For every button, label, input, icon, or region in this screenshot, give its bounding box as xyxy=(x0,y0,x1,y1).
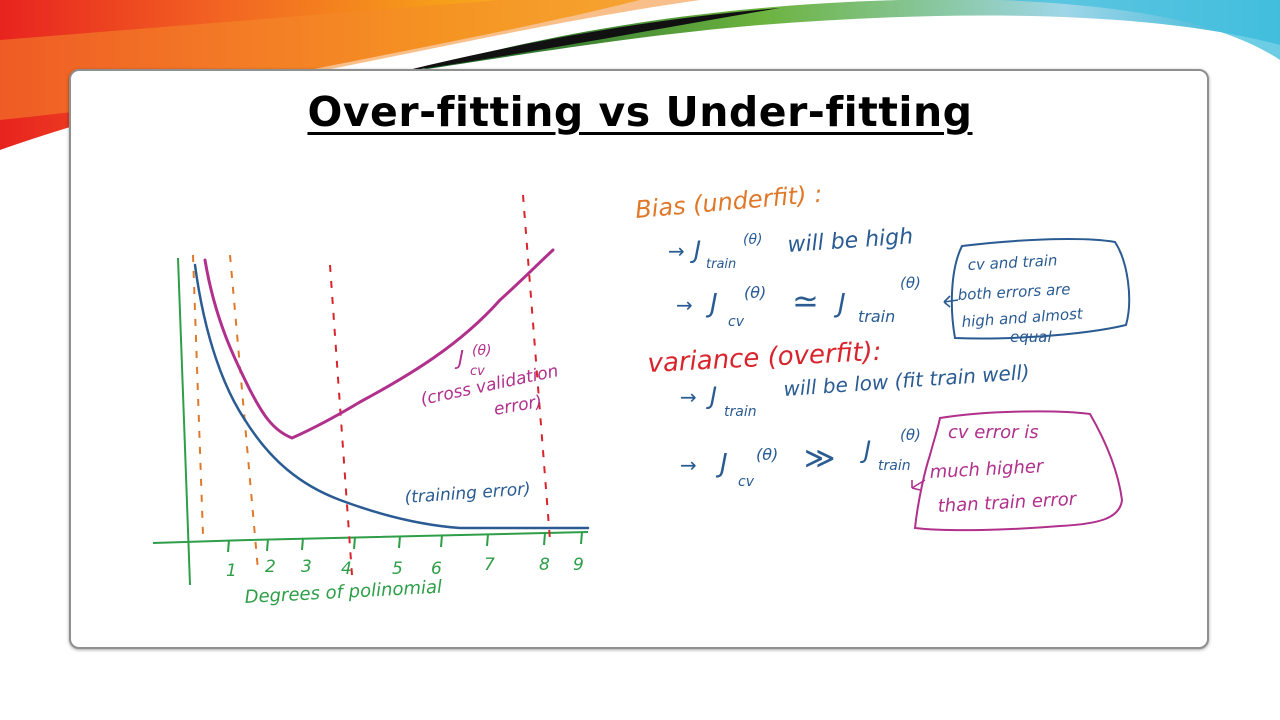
x-tick-label: 7 xyxy=(484,555,495,575)
x-tick-label: 9 xyxy=(573,555,584,575)
variance-line-2: → J cv (θ) ≫ J train (θ) xyxy=(680,426,921,490)
arrow-icon: → xyxy=(676,293,693,317)
much-greater-icon: ≫ xyxy=(804,441,835,476)
x-tick-label: 3 xyxy=(301,557,312,577)
x-tick-label: 6 xyxy=(431,559,442,579)
cv-label-sub: cv xyxy=(470,364,485,379)
variance-note-text: cv error is much higher than train error xyxy=(929,422,1078,517)
var-line2-j: J xyxy=(715,449,728,479)
cv-label-theta: (θ) xyxy=(472,343,492,359)
arrow-icon: → xyxy=(680,385,697,409)
var-line1-sub: train xyxy=(724,404,757,420)
training-error-curve xyxy=(193,263,590,530)
x-axis xyxy=(152,531,589,544)
arrow-icon: → xyxy=(680,453,697,477)
cv-label-desc: error) xyxy=(492,392,543,420)
content-card xyxy=(69,69,1209,649)
underfit-guide-2 xyxy=(229,254,259,571)
graph: 1 2 3 4 5 6 7 8 9 Degrees of polinomial xyxy=(152,194,590,608)
cv-error-curve xyxy=(203,248,555,440)
variance-note-line: cv error is xyxy=(948,422,1039,443)
var-line2-theta: (θ) xyxy=(756,445,778,464)
x-tick-label: 2 xyxy=(265,557,276,577)
cv-label-j: J xyxy=(454,346,464,370)
x-axis-label: Degrees of polinomial xyxy=(244,577,442,608)
var-line2-sub2: train xyxy=(878,458,911,474)
bias-heading: Bias (underfit) : xyxy=(634,180,823,224)
bias-line2-theta2: (θ) xyxy=(900,274,921,292)
bias-line1-text: will be high xyxy=(787,224,914,258)
bias-line2-j2: J xyxy=(833,289,846,319)
variance-note-line: much higher xyxy=(929,456,1045,483)
bias-note-line: equal xyxy=(1010,328,1052,346)
var-line2-theta2: (θ) xyxy=(900,426,921,444)
bias-line1-sub: train xyxy=(706,257,736,272)
notes: Bias (underfit) : → J train (θ) will be … xyxy=(634,180,1131,532)
arrow-icon: → xyxy=(668,239,685,263)
approx-icon: ≃ xyxy=(792,282,819,320)
variance-note-line: than train error xyxy=(937,489,1078,517)
optimal-guide xyxy=(329,264,353,576)
x-tick-label: 8 xyxy=(539,555,550,575)
variance-note-box xyxy=(913,410,1124,532)
pointer-arrow-icon xyxy=(911,479,926,491)
x-tick-label: 1 xyxy=(226,561,237,581)
dashed-guides xyxy=(192,194,551,576)
bias-line2-sub2: train xyxy=(858,307,895,326)
bias-line2-j: J xyxy=(705,289,718,319)
var-line2-sub: cv xyxy=(738,474,755,490)
overfit-guide xyxy=(522,194,551,541)
x-tick-label: 4 xyxy=(341,559,352,579)
training-curve-label: (training error) xyxy=(404,479,531,508)
bias-line1-j: J xyxy=(690,236,701,264)
bias-line-1: → J train (θ) will be high xyxy=(668,224,914,272)
var-line1-j: J xyxy=(706,382,717,410)
x-tick-marks xyxy=(227,531,583,553)
bias-note-text: cv and train both errors are high and al… xyxy=(957,251,1084,346)
underfit-guide-1 xyxy=(192,254,204,536)
bias-line2-sub: cv xyxy=(728,314,745,330)
x-tick-label: 5 xyxy=(392,559,403,579)
bias-line1-theta: (θ) xyxy=(743,232,763,248)
var-line2-j2: J xyxy=(860,436,871,464)
y-axis xyxy=(177,257,191,586)
bias-line2-theta: (θ) xyxy=(744,283,766,302)
bias-line-2: → J cv (θ) ≃ J train (θ) xyxy=(676,274,921,330)
bias-note-box xyxy=(950,238,1131,340)
bias-note-line: cv and train xyxy=(967,251,1058,274)
bias-note-line: both errors are xyxy=(957,280,1071,304)
slide-title: Over-fitting vs Under-fitting xyxy=(307,88,973,136)
